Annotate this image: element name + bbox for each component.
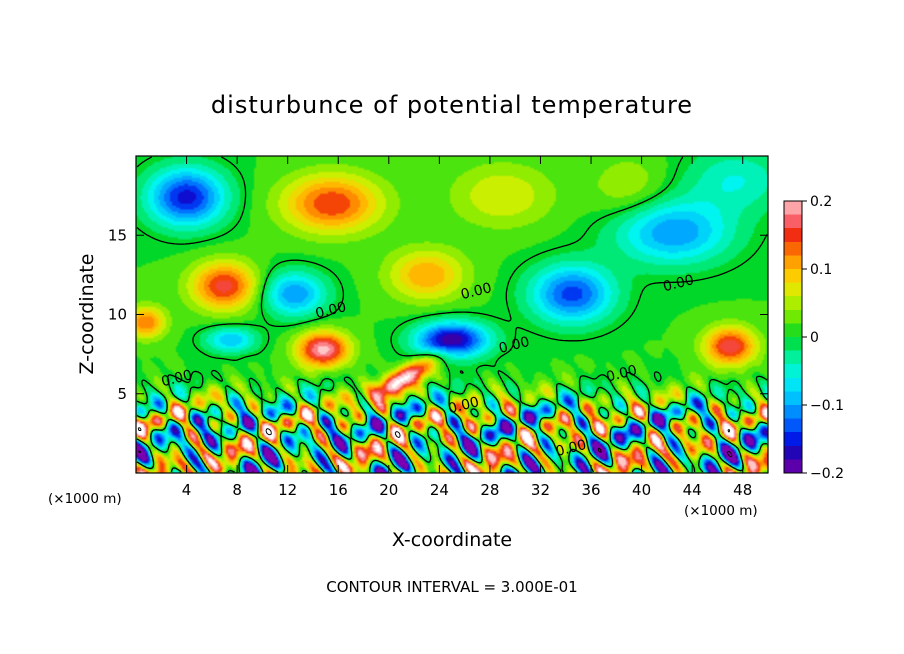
colorbar-tick-label: −0.1 bbox=[810, 398, 844, 414]
x-unit-label-right: (×1000 m) bbox=[684, 503, 758, 519]
y-tick-label: 10 bbox=[108, 306, 127, 324]
x-tick-label: 20 bbox=[379, 481, 398, 499]
chart-title: disturbunce of potential temperature bbox=[211, 91, 693, 119]
contour-line bbox=[138, 447, 733, 473]
x-tick-label: 48 bbox=[733, 481, 752, 499]
x-tick-label: 4 bbox=[182, 481, 192, 499]
colorbar-gradient bbox=[784, 201, 802, 473]
contour-label: 0.00 bbox=[605, 362, 639, 385]
x-tick-label: 12 bbox=[278, 481, 297, 499]
contour-interval-note: CONTOUR INTERVAL = 3.000E-01 bbox=[326, 578, 577, 596]
x-axis-label: X-coordinate bbox=[392, 529, 512, 551]
contour-label: 0.00 bbox=[314, 299, 348, 322]
colorbar: 0.2 0.1 0 −0.1 −0.2 bbox=[783, 194, 844, 482]
contour-label: 0.00 bbox=[459, 280, 493, 303]
colorbar-tick-label: 0 bbox=[810, 330, 819, 346]
contour-lines bbox=[136, 156, 768, 473]
contour-label: 0.00 bbox=[661, 272, 695, 295]
x-unit-label-left: (×1000 m) bbox=[48, 491, 122, 507]
colorbar-tick-label: −0.2 bbox=[810, 466, 844, 482]
field-heatmap bbox=[136, 156, 768, 473]
colorbar-tick-label: 0.2 bbox=[810, 194, 832, 210]
contour-label: 0.00 bbox=[554, 437, 588, 460]
y-tick-label: 15 bbox=[108, 226, 127, 244]
colorbar-ticks: 0.2 0.1 0 −0.1 −0.2 bbox=[802, 194, 844, 482]
contour-labels: 0.00 0.00 0.00 0.00 0.00 0.00 0.00 0.00 bbox=[160, 272, 696, 460]
y-tick-label: 5 bbox=[117, 385, 127, 403]
contour-line bbox=[136, 156, 768, 473]
x-tick-label: 8 bbox=[232, 481, 242, 499]
x-tick-label: 16 bbox=[329, 481, 348, 499]
x-tick-label: 36 bbox=[581, 481, 600, 499]
contour-label: 0.00 bbox=[447, 394, 481, 417]
x-tick-label: 32 bbox=[531, 481, 550, 499]
contour-label: 0.00 bbox=[497, 334, 531, 357]
contour-line bbox=[137, 427, 731, 439]
x-tick-label: 28 bbox=[480, 481, 499, 499]
colorbar-tick-label: 0.1 bbox=[810, 262, 832, 278]
contour-label: 0.00 bbox=[160, 367, 194, 390]
x-tick-label: 44 bbox=[683, 481, 702, 499]
x-tick-label: 40 bbox=[632, 481, 651, 499]
y-axis-label: Z-coordinate bbox=[76, 254, 98, 375]
y-axis-ticks: 5 10 15 bbox=[108, 226, 768, 403]
x-tick-label: 24 bbox=[430, 481, 449, 499]
plot-area: 0.00 0.00 0.00 0.00 0.00 0.00 0.00 0.00 bbox=[136, 156, 768, 473]
x-axis-ticks: 4 8 12 16 20 24 28 32 36 40 44 48 bbox=[182, 156, 752, 499]
